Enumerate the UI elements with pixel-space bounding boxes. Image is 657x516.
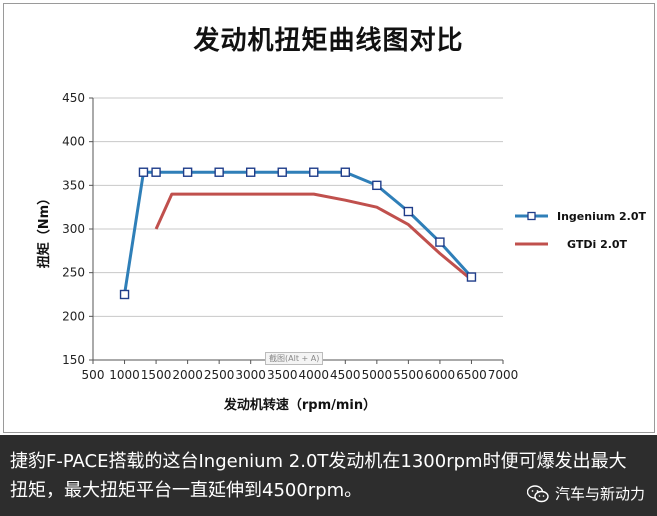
brand-name: 汽车与新动力 xyxy=(554,485,645,503)
data-point xyxy=(151,167,161,177)
legend-marker xyxy=(527,211,536,221)
y-axis-label: 扭矩（Nm） xyxy=(36,192,52,268)
x-tick-label: 1500 xyxy=(141,368,172,382)
data-point xyxy=(309,167,319,177)
series xyxy=(119,167,477,300)
legend-label: GTDi 2.0T xyxy=(567,238,628,251)
x-tick-label: 2500 xyxy=(204,368,235,382)
torque-chart: 150 200 250 300 350 400 450 500 1000 1500 2000 2500… xyxy=(36,91,646,413)
chart-title: 发动机扭矩曲线图对比 xyxy=(193,26,464,56)
y-tick-label: 300 xyxy=(62,222,85,236)
wechat-icon xyxy=(526,484,549,502)
x-tick-label: 7000 xyxy=(488,368,519,382)
x-tick-label: 500 xyxy=(82,368,105,382)
data-point xyxy=(245,167,256,177)
grid xyxy=(93,97,503,361)
y-tick-label: 350 xyxy=(62,178,85,192)
data-point xyxy=(277,167,287,177)
x-tick-label: 5000 xyxy=(362,368,393,382)
y-tick-label: 200 xyxy=(62,309,85,323)
x-tick-label: 4500 xyxy=(330,368,361,382)
y-tick-label: 150 xyxy=(62,353,85,367)
x-tick-label: 2000 xyxy=(172,368,203,382)
x-tick-label: 3500 xyxy=(267,368,298,382)
x-axis-label: 发动机转速（rpm/min） xyxy=(223,397,376,413)
data-point xyxy=(182,167,193,177)
x-tick-label: 5500 xyxy=(393,368,424,382)
data-point xyxy=(214,167,224,177)
y-tick-label: 450 xyxy=(62,91,85,105)
series-line-gtdi xyxy=(154,192,473,281)
x-tick-label: 6500 xyxy=(456,368,487,382)
x-tick-label: 6000 xyxy=(425,368,456,382)
chart-frame xyxy=(3,3,655,433)
data-point xyxy=(119,289,130,300)
data-point xyxy=(466,272,477,282)
data-point xyxy=(372,180,382,191)
data-point xyxy=(340,167,351,177)
caption-text: 捷豹F-PACE搭载的这台Ingenium 2.0T发动机在1300rpm时便可… xyxy=(10,451,627,501)
caption-bar: 捷豹F-PACE搭载的这台Ingenium 2.0T发动机在1300rpm时便可… xyxy=(0,435,657,516)
x-tick-label: 4000 xyxy=(298,368,329,382)
data-point xyxy=(403,206,414,217)
legend: Ingenium 2.0T GTDi 2.0T xyxy=(515,210,646,251)
screenshot-watermark: 截图(Alt + A) xyxy=(265,352,324,365)
y-tick-label: 400 xyxy=(62,135,85,149)
x-tick-label: 3000 xyxy=(235,368,266,382)
y-tick-label: 250 xyxy=(62,266,85,280)
brand: 汽车与新动力 xyxy=(526,483,645,504)
x-tick-label: 1000 xyxy=(109,368,140,382)
data-point xyxy=(435,237,445,247)
data-point xyxy=(138,167,149,177)
legend-label: Ingenium 2.0T xyxy=(557,210,646,223)
axes: 150 200 250 300 350 400 450 500 1000 1500 2000 2500… xyxy=(62,91,518,382)
